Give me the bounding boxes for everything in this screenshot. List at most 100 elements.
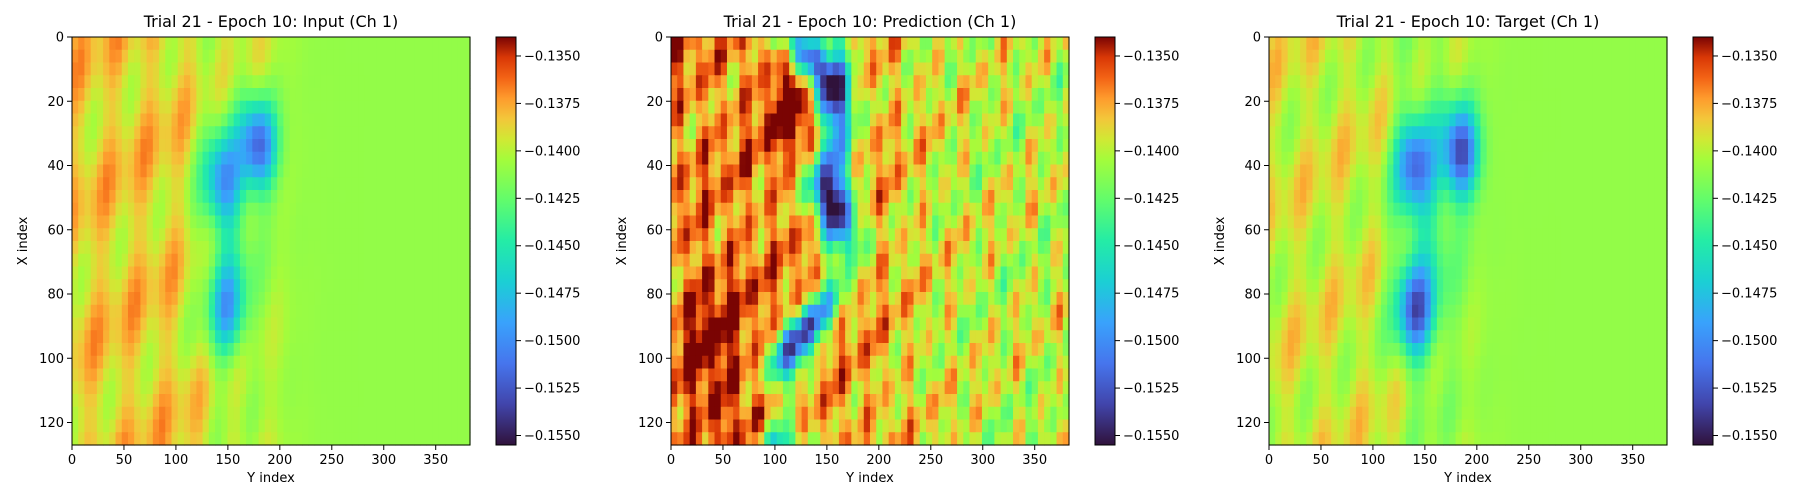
heatmap-cell [408, 37, 415, 50]
heatmap-cell [283, 432, 290, 445]
heatmap-cell [389, 216, 396, 229]
heatmap-cell [1313, 75, 1320, 88]
heatmap-cell [426, 88, 433, 101]
heatmap-cell [296, 190, 303, 203]
heatmap-cell [1611, 139, 1618, 152]
heatmap-cell [1406, 165, 1413, 178]
heatmap-cell [1294, 88, 1301, 101]
heatmap-cell [907, 369, 914, 382]
heatmap-cell [926, 50, 933, 63]
heatmap-cell [1032, 75, 1039, 88]
heatmap-cell [988, 394, 995, 407]
heatmap-cell [938, 292, 945, 305]
heatmap-cell [820, 152, 827, 165]
heatmap-cell [789, 63, 796, 76]
heatmap-cell [103, 432, 110, 445]
heatmap-cell [1057, 63, 1064, 76]
heatmap-cell [988, 420, 995, 433]
heatmap-cell [122, 432, 129, 445]
heatmap-cell [1530, 126, 1537, 139]
heatmap-cell [970, 228, 977, 241]
heatmap-cell [1025, 330, 1032, 343]
heatmap-cell [209, 381, 216, 394]
heatmap-cell [128, 318, 135, 331]
heatmap-cell [1499, 139, 1506, 152]
heatmap-cell [333, 228, 340, 241]
heatmap-cell [116, 152, 123, 165]
heatmap-cell [889, 381, 896, 394]
heatmap-cell [109, 369, 116, 382]
heatmap-cell [1424, 126, 1431, 139]
heatmap-cell [882, 177, 889, 190]
heatmap-cell [690, 177, 697, 190]
heatmap-cell [938, 420, 945, 433]
heatmap-cell [147, 126, 154, 139]
heatmap-cell [339, 241, 346, 254]
heatmap-cell [721, 101, 728, 114]
heatmap-cell [733, 75, 740, 88]
heatmap-cell [690, 292, 697, 305]
heatmap-cell [1032, 356, 1039, 369]
heatmap-cell [240, 190, 247, 203]
heatmap-cell [1400, 126, 1407, 139]
heatmap-cell [677, 305, 684, 318]
heatmap-cell [445, 203, 452, 216]
heatmap-cell [128, 432, 135, 445]
heatmap-cell [1019, 203, 1026, 216]
heatmap-cell [1306, 37, 1313, 50]
heatmap-cell [203, 330, 210, 343]
heatmap-cell [945, 420, 952, 433]
heatmap-cell [777, 203, 784, 216]
heatmap-cell [1543, 126, 1550, 139]
heatmap-cell [1561, 101, 1568, 114]
heatmap-cell [134, 75, 141, 88]
heatmap-cell [203, 37, 210, 50]
heatmap-cell [702, 305, 709, 318]
heatmap-cell [808, 203, 815, 216]
heatmap-cell [789, 126, 796, 139]
heatmap-cell [1331, 139, 1338, 152]
heatmap-cell [302, 356, 309, 369]
heatmap-cell [708, 330, 715, 343]
heatmap-cell [122, 165, 129, 178]
heatmap-cell [1300, 101, 1307, 114]
heatmap-cell [445, 139, 452, 152]
heatmap-cell [290, 37, 297, 50]
heatmap-cell [914, 37, 921, 50]
heatmap-cell [352, 139, 359, 152]
heatmap-cell [1599, 37, 1606, 50]
heatmap-cell [140, 152, 147, 165]
heatmap-cell [383, 101, 390, 114]
heatmap-cell [926, 139, 933, 152]
heatmap-cell [1543, 101, 1550, 114]
heatmap-cell [671, 75, 678, 88]
heatmap-cell [1462, 88, 1469, 101]
heatmap-cell [84, 114, 91, 127]
heatmap-cell [109, 37, 116, 50]
heatmap-cell [864, 126, 871, 139]
heatmap-cell [783, 241, 790, 254]
heatmap-cell [1561, 88, 1568, 101]
heatmap-cell [858, 432, 865, 445]
heatmap-cell [783, 152, 790, 165]
heatmap-cell [1044, 381, 1051, 394]
heatmap-cell [377, 305, 384, 318]
heatmap-cell [1536, 177, 1543, 190]
heatmap-cell [814, 114, 821, 127]
heatmap-cell [671, 330, 678, 343]
heatmap-cell [777, 228, 784, 241]
heatmap-cell [259, 420, 266, 433]
heatmap-cell [426, 407, 433, 420]
heatmap-cell [1001, 216, 1008, 229]
heatmap-cell [696, 394, 703, 407]
heatmap-cell [932, 279, 939, 292]
heatmap-cell [78, 75, 85, 88]
heatmap-cell [1561, 63, 1568, 76]
heatmap-cell [1505, 88, 1512, 101]
heatmap-cell [1350, 190, 1357, 203]
heatmap-cell [920, 152, 927, 165]
heatmap-cell [445, 190, 452, 203]
heatmap-cell [1044, 75, 1051, 88]
heatmap-cell [1599, 165, 1606, 178]
heatmap-cell [702, 254, 709, 267]
